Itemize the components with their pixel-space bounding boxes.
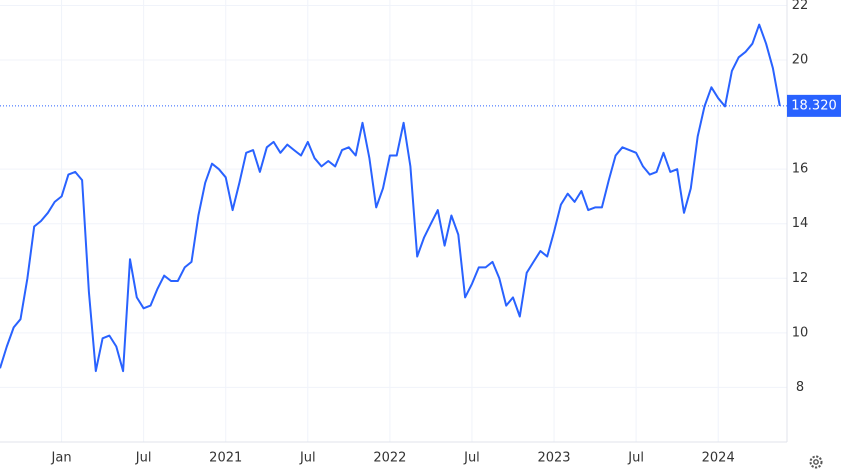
plot <box>0 23 781 373</box>
y-tick-label: 10 <box>792 325 809 340</box>
y-tick-label: 8 <box>796 380 804 395</box>
gear-hub <box>813 459 819 465</box>
x-tick-label: 2023 <box>537 451 570 466</box>
settings-icon[interactable] <box>809 455 823 469</box>
y-tick-label: 14 <box>792 216 809 231</box>
x-tick-label: 2024 <box>702 451 735 466</box>
x-tick-label: Jul <box>463 451 480 466</box>
y-tick-label: 22 <box>792 0 809 13</box>
y-tick-label: 12 <box>792 271 809 286</box>
grid <box>0 0 787 442</box>
y-tick-label: 16 <box>792 162 809 177</box>
x-tick-label: Jan <box>51 451 72 466</box>
current-price-label: 18.320 <box>791 98 837 113</box>
current-price-box <box>787 94 841 117</box>
gear <box>809 455 823 469</box>
y-tick-label: 20 <box>792 53 809 68</box>
x-tick-label: 2021 <box>209 451 242 466</box>
x-tick-label: 2022 <box>373 451 406 466</box>
x-tick-label: Jul <box>627 451 644 466</box>
x-tick-label: Jul <box>299 451 316 466</box>
price-line <box>0 23 781 373</box>
x-tick-label: Jul <box>135 451 152 466</box>
